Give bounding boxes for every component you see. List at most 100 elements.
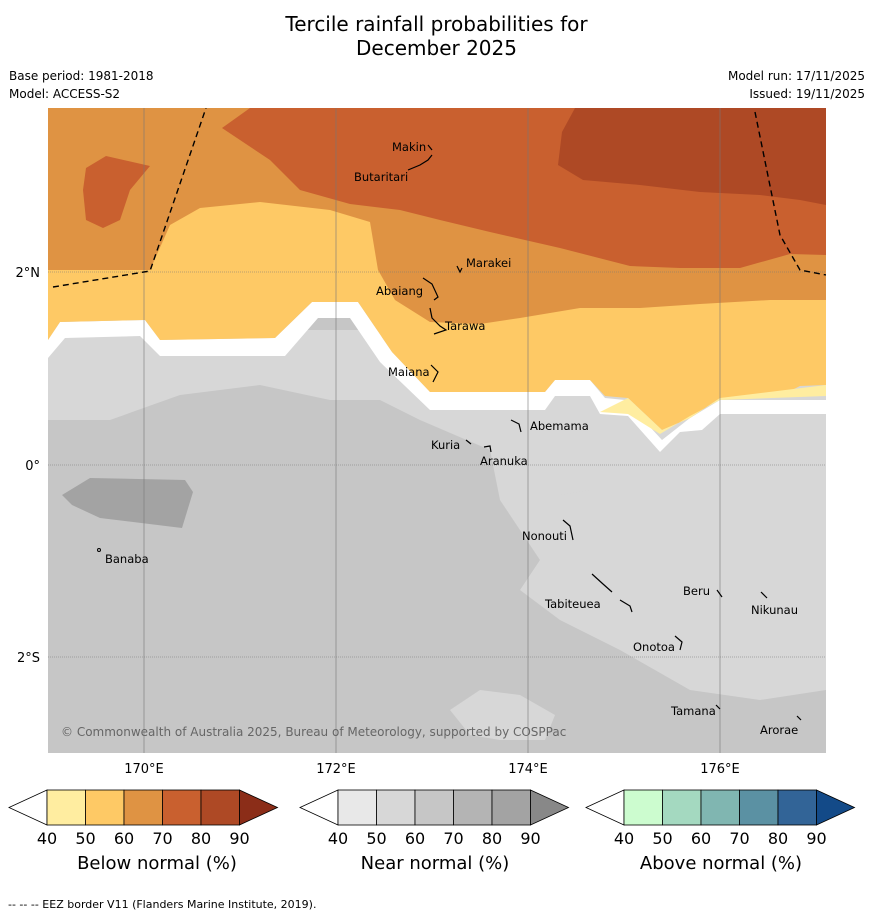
island-abaiang [422,277,439,301]
label-maiana: Maiana [388,365,430,379]
axis-labels: 2°N 0° 2°S 170°E 172°E 174°E 176°E [16,266,740,777]
colorbar-near-tick: 50 [366,829,386,848]
colorbar-above-tick: 50 [652,829,672,848]
colorbar-near-tick: 70 [443,829,463,848]
label-tamana: Tamana [670,704,716,718]
copyright-notice: © Commonwealth of Australia 2025, Bureau… [61,725,566,739]
island-aranuka [483,445,492,453]
near-normal-patch-east [560,490,592,520]
colorbar-below-tick: 50 [75,829,95,848]
label-abaiang: Abaiang [376,284,423,298]
lon-label-170e: 170°E [124,762,164,777]
label-abemama: Abemama [530,419,589,433]
colorbar-below-swatch [200,789,240,826]
colorbar-near-swatch [414,789,454,826]
colorbar-below-tick: 70 [152,829,172,848]
colorbar-label-near: Near normal (%) [360,853,510,874]
colorbar-above-extend-high [816,789,856,826]
island-makin [427,144,433,151]
label-aranuka: Aranuka [480,454,528,468]
colorbar-near-tick: 40 [328,829,348,848]
lat-label-2s: 2°S [17,651,40,666]
colorbar-near-tick: 90 [520,829,540,848]
label-tabiteuea: Tabiteuea [544,597,601,611]
label-banaba: Banaba [105,552,149,566]
label-onotoa: Onotoa [633,640,675,654]
model-run: Model run: 17/11/2025 [727,69,865,83]
island-nonouti [562,519,574,541]
eez-footnote: -- -- -- EEZ border V11 (Flanders Marine… [8,898,317,911]
colorbar-below-swatch [162,789,202,826]
colorbar-above-tick: 70 [729,829,749,848]
map-title: Tercile rainfall probabilities for Decem… [0,12,873,60]
place-labels: Makin Butaritari Marakei Abaiang Tarawa … [105,140,798,737]
colorbar-below-tick: 80 [191,829,211,848]
label-tarawa: Tarawa [444,319,485,333]
title-line-1: Tercile rainfall probabilities for [285,12,588,36]
label-arorae: Arorae [760,723,798,737]
colorbar-below-tick: 60 [114,829,134,848]
colorbar-above-swatch [739,789,779,826]
colorbar-above-swatch [623,789,663,826]
label-marakei: Marakei [466,256,511,270]
colorbar-near-swatch [491,789,531,826]
colorbar-near-swatch [453,789,493,826]
graticule [48,108,826,753]
island-butaritari [407,154,433,171]
island-arorae [796,715,802,721]
near-normal-50-60-region [420,420,826,700]
colorbar-label-above: Above normal (%) [639,853,803,874]
model-name: Model: ACCESS-S2 [9,87,121,101]
colorbar-above-tick: 60 [691,829,711,848]
island-beru [716,589,723,598]
near-normal-70-80-region [62,478,193,528]
eez-border [52,108,826,288]
colorbar-near-tick: 60 [405,829,425,848]
island-marakei [456,265,463,274]
base-period: Base period: 1981-2018 [9,69,154,83]
island-banaba [97,548,101,552]
near-normal-patch-south [450,690,555,740]
colorbar-near-extend-high [530,789,570,826]
lon-label-174e: 174°E [508,762,548,777]
island-kuria [465,439,472,445]
colorbar-label-below: Below normal (%) [77,853,237,874]
colorbars: 40 50 60 70 80 90 40 50 60 70 80 90 40 50 60 70 80 90 [8,789,856,848]
meta-right: Model run: 17/11/2025 Issued: 19/11/2025 [728,67,865,103]
meta-left: Base period: 1981-2018 Model: ACCESS-S2 [9,67,154,103]
issued-date: Issued: 19/11/2025 [749,87,865,101]
island-tamana [715,704,721,710]
island-onotoa [674,635,683,651]
island-tabiteuea [591,573,633,613]
colorbar-below-extend-low [8,789,48,826]
islands [407,144,802,721]
below-normal-70-80-west [83,156,150,228]
colorbar-above-tick: 80 [768,829,788,848]
colorbar-above-tick: 90 [806,829,826,848]
colorbar-below-swatch [46,789,86,826]
colorbar-near-swatch [376,789,416,826]
colorbar-above-swatch [662,789,702,826]
colorbar-above-swatch [777,789,817,826]
label-nonouti: Nonouti [522,529,567,543]
lon-label-176e: 176°E [700,762,740,777]
island-abemama [510,419,522,433]
colorbar-near-tick: 80 [482,829,502,848]
colorbar-above-swatch [700,789,740,826]
label-kuria: Kuria [431,438,460,452]
colorbar-below-swatch [123,789,163,826]
colorbar-above-extend-low [585,789,625,826]
island-nikunau [760,591,768,599]
colorbar-near-swatch [337,789,377,826]
title-line-2: December 2025 [356,36,517,60]
island-maiana [430,364,439,383]
label-butaritari: Butaritari [354,170,408,184]
colorbar-near-extend-low [299,789,339,826]
colorbar-below-tick: 40 [37,829,57,848]
probability-field: Makin Butaritari Marakei Abaiang Tarawa … [48,108,826,753]
island-tarawa [429,307,448,335]
below-normal-40-50-strip [600,385,826,434]
colorbar-below-swatch [85,789,125,826]
lat-label-0: 0° [25,459,40,474]
